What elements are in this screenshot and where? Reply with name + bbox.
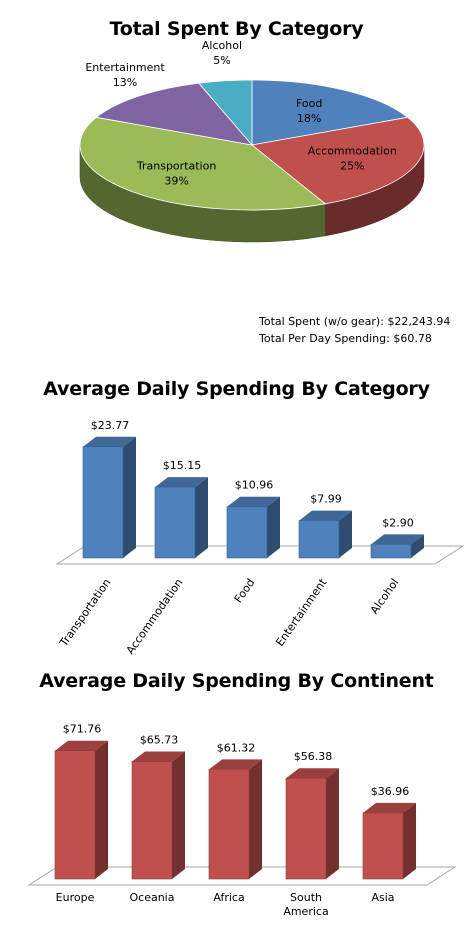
pie-pct-food: 18%	[297, 112, 321, 125]
pie-slice-alcohol	[198, 79, 253, 147]
bar-side-food	[267, 496, 280, 558]
bar-food	[226, 506, 268, 559]
bar-top-oceania	[132, 751, 185, 762]
category-bar-chart-title: Average Daily Spending By Category	[43, 378, 430, 400]
value-label-food: $10.96	[235, 479, 274, 492]
bar-top-transportation	[83, 436, 136, 447]
value-label-accommodation: $15.15	[163, 459, 202, 472]
value-label-africa: $61.32	[217, 741, 256, 754]
bar-entertainment	[298, 520, 340, 559]
bar-side-asia	[403, 802, 416, 879]
bar-top-south-america	[286, 768, 339, 779]
bar-side-alcohol	[411, 534, 424, 558]
category-label-europe: Europe	[56, 891, 95, 904]
total-spent-line: Total Spent (w/o gear): $22,243.94	[259, 313, 450, 330]
pie-pct-transportation: 39%	[164, 174, 188, 187]
pie-pct-alcohol: 5%	[213, 54, 230, 67]
pie-slice-food	[251, 79, 409, 146]
value-label-entertainment: $7.99	[310, 493, 342, 506]
bar-accommodation	[154, 486, 196, 559]
bar-top-accommodation	[155, 477, 208, 488]
bar-asia	[362, 812, 404, 880]
bar-side-europe	[95, 740, 108, 879]
category-label-asia: Asia	[371, 891, 394, 904]
category-label-africa: Africa	[213, 891, 244, 904]
category-label-south-america-2: America	[283, 905, 328, 918]
bar-transportation	[82, 446, 124, 559]
pie-label-food: Food	[296, 97, 322, 110]
category-label-oceania: Oceania	[130, 891, 175, 904]
value-label-south-america: $56.38	[294, 750, 333, 763]
per-day-value: $60.78	[393, 332, 432, 345]
pie-slice-accommodation	[251, 116, 425, 205]
value-label-europe: $71.76	[63, 723, 102, 736]
total-spent-value: $22,243.94	[387, 315, 451, 328]
spending-summary: Total Spent (w/o gear): $22,243.94 Total…	[259, 313, 450, 347]
category-label-south-america-1: South	[290, 891, 322, 904]
category-label-alcohol: Alcohol	[368, 576, 402, 616]
bar-side-south-america	[326, 768, 339, 879]
pie-slice-entertainment	[95, 82, 254, 146]
per-day-line: Total Per Day Spending: $60.78	[259, 330, 450, 347]
bar-top-entertainment	[299, 510, 352, 521]
continent-bar-chart-title: Average Daily Spending By Continent	[39, 670, 434, 692]
bar-side-transportation	[123, 436, 136, 558]
bar-top-europe	[55, 740, 108, 751]
bar-europe	[54, 750, 96, 880]
value-label-transportation: $23.77	[91, 419, 130, 432]
bar-africa	[208, 769, 250, 880]
bar-top-africa	[209, 759, 262, 770]
bar-top-asia	[363, 802, 416, 813]
bar-top-alcohol	[371, 534, 424, 545]
bar-side-africa	[249, 759, 262, 879]
pie-label-entertainment: Entertainment	[85, 61, 165, 74]
pie-label-accommodation: Accommodation	[308, 145, 397, 158]
pie-pct-accommodation: 25%	[340, 160, 364, 173]
category-label-transportation: Transportation	[57, 576, 114, 649]
bar-alcohol	[370, 544, 412, 559]
total-spent-label: Total Spent (w/o gear):	[259, 315, 384, 328]
category-bar-chart: $23.77 Transportation $15.15 Accommodation $…	[55, 419, 465, 657]
value-label-asia: $36.96	[371, 785, 410, 798]
category-pie-chart: Food 18% Accommodation 25% Transportation 39%…	[79, 39, 425, 243]
continent-bar-chart: $71.76 Europe $65.73 Oceania $61.32 Africa $56…	[27, 723, 457, 918]
per-day-label: Total Per Day Spending:	[259, 332, 390, 345]
pie-label-alcohol: Alcohol	[202, 39, 242, 52]
pie-slice-transportation	[79, 116, 327, 211]
bar-oceania	[131, 761, 173, 880]
bar-side-accommodation	[195, 477, 208, 558]
value-label-oceania: $65.73	[140, 734, 179, 747]
pie-pct-entertainment: 13%	[113, 76, 137, 89]
category-label-food: Food	[232, 576, 258, 605]
value-label-alcohol: $2.90	[382, 516, 414, 529]
bar-side-entertainment	[339, 510, 352, 558]
pie-chart-title: Total Spent By Category	[109, 18, 364, 40]
bar-south-america	[285, 777, 327, 880]
pie-label-transportation: Transportation	[136, 159, 216, 172]
category-label-accommodation: Accommodation	[124, 576, 186, 656]
category-label-entertainment: Entertainment	[273, 576, 330, 649]
bar-side-oceania	[172, 751, 185, 879]
bar-top-food	[227, 496, 280, 507]
